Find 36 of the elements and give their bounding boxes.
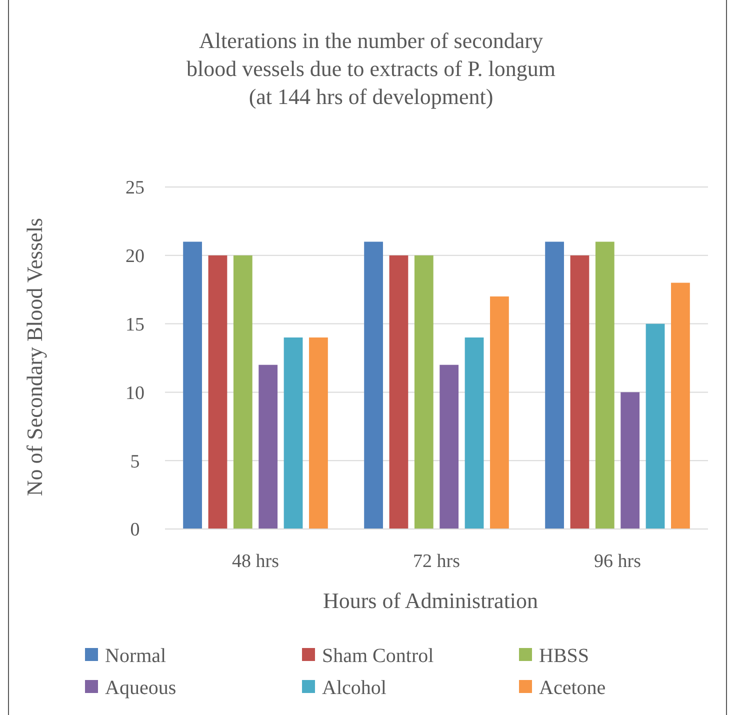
y-tick-label: 20 — [126, 246, 144, 268]
x-tick-label: 48 hrs — [232, 551, 279, 572]
bar — [414, 255, 434, 529]
y-axis-title: No of Secondary Blood Vessels — [22, 218, 47, 496]
x-tick-label: 96 hrs — [594, 551, 641, 572]
bar — [595, 242, 614, 529]
bar — [545, 242, 564, 529]
legend-label: Normal — [105, 645, 167, 667]
bar — [646, 324, 665, 529]
bar — [233, 255, 252, 529]
y-tick-label: 25 — [126, 178, 144, 199]
chart-title: Alterations in the number of secondary blood vessels due to extracts of P. longum (at 144 hrs of development) — [186, 28, 556, 109]
bar — [208, 255, 228, 529]
y-tick-label: 0 — [130, 520, 140, 541]
bar — [464, 337, 484, 529]
bar — [570, 255, 590, 529]
x-tick-label: 72 hrs — [413, 551, 460, 572]
bar — [490, 296, 509, 529]
y-tick-label: 5 — [130, 451, 140, 472]
x-axis-title: Hours of Administration — [322, 588, 538, 613]
bar — [364, 242, 383, 529]
bar — [309, 337, 328, 529]
bar — [389, 255, 408, 529]
bar — [183, 242, 202, 529]
bar — [440, 364, 459, 529]
legend-label: Alcohol — [322, 677, 387, 699]
y-tick-label: 10 — [126, 382, 144, 404]
legend-label: Sham Control — [322, 645, 434, 667]
legend-label: Acetone — [539, 677, 606, 699]
bar — [620, 392, 640, 529]
legend-label: HBSS — [539, 645, 590, 667]
bar — [258, 364, 278, 529]
y-tick-label: 15 — [126, 314, 144, 336]
bar — [671, 282, 690, 529]
legend-label: Aqueous — [105, 677, 176, 699]
bar — [284, 337, 303, 529]
